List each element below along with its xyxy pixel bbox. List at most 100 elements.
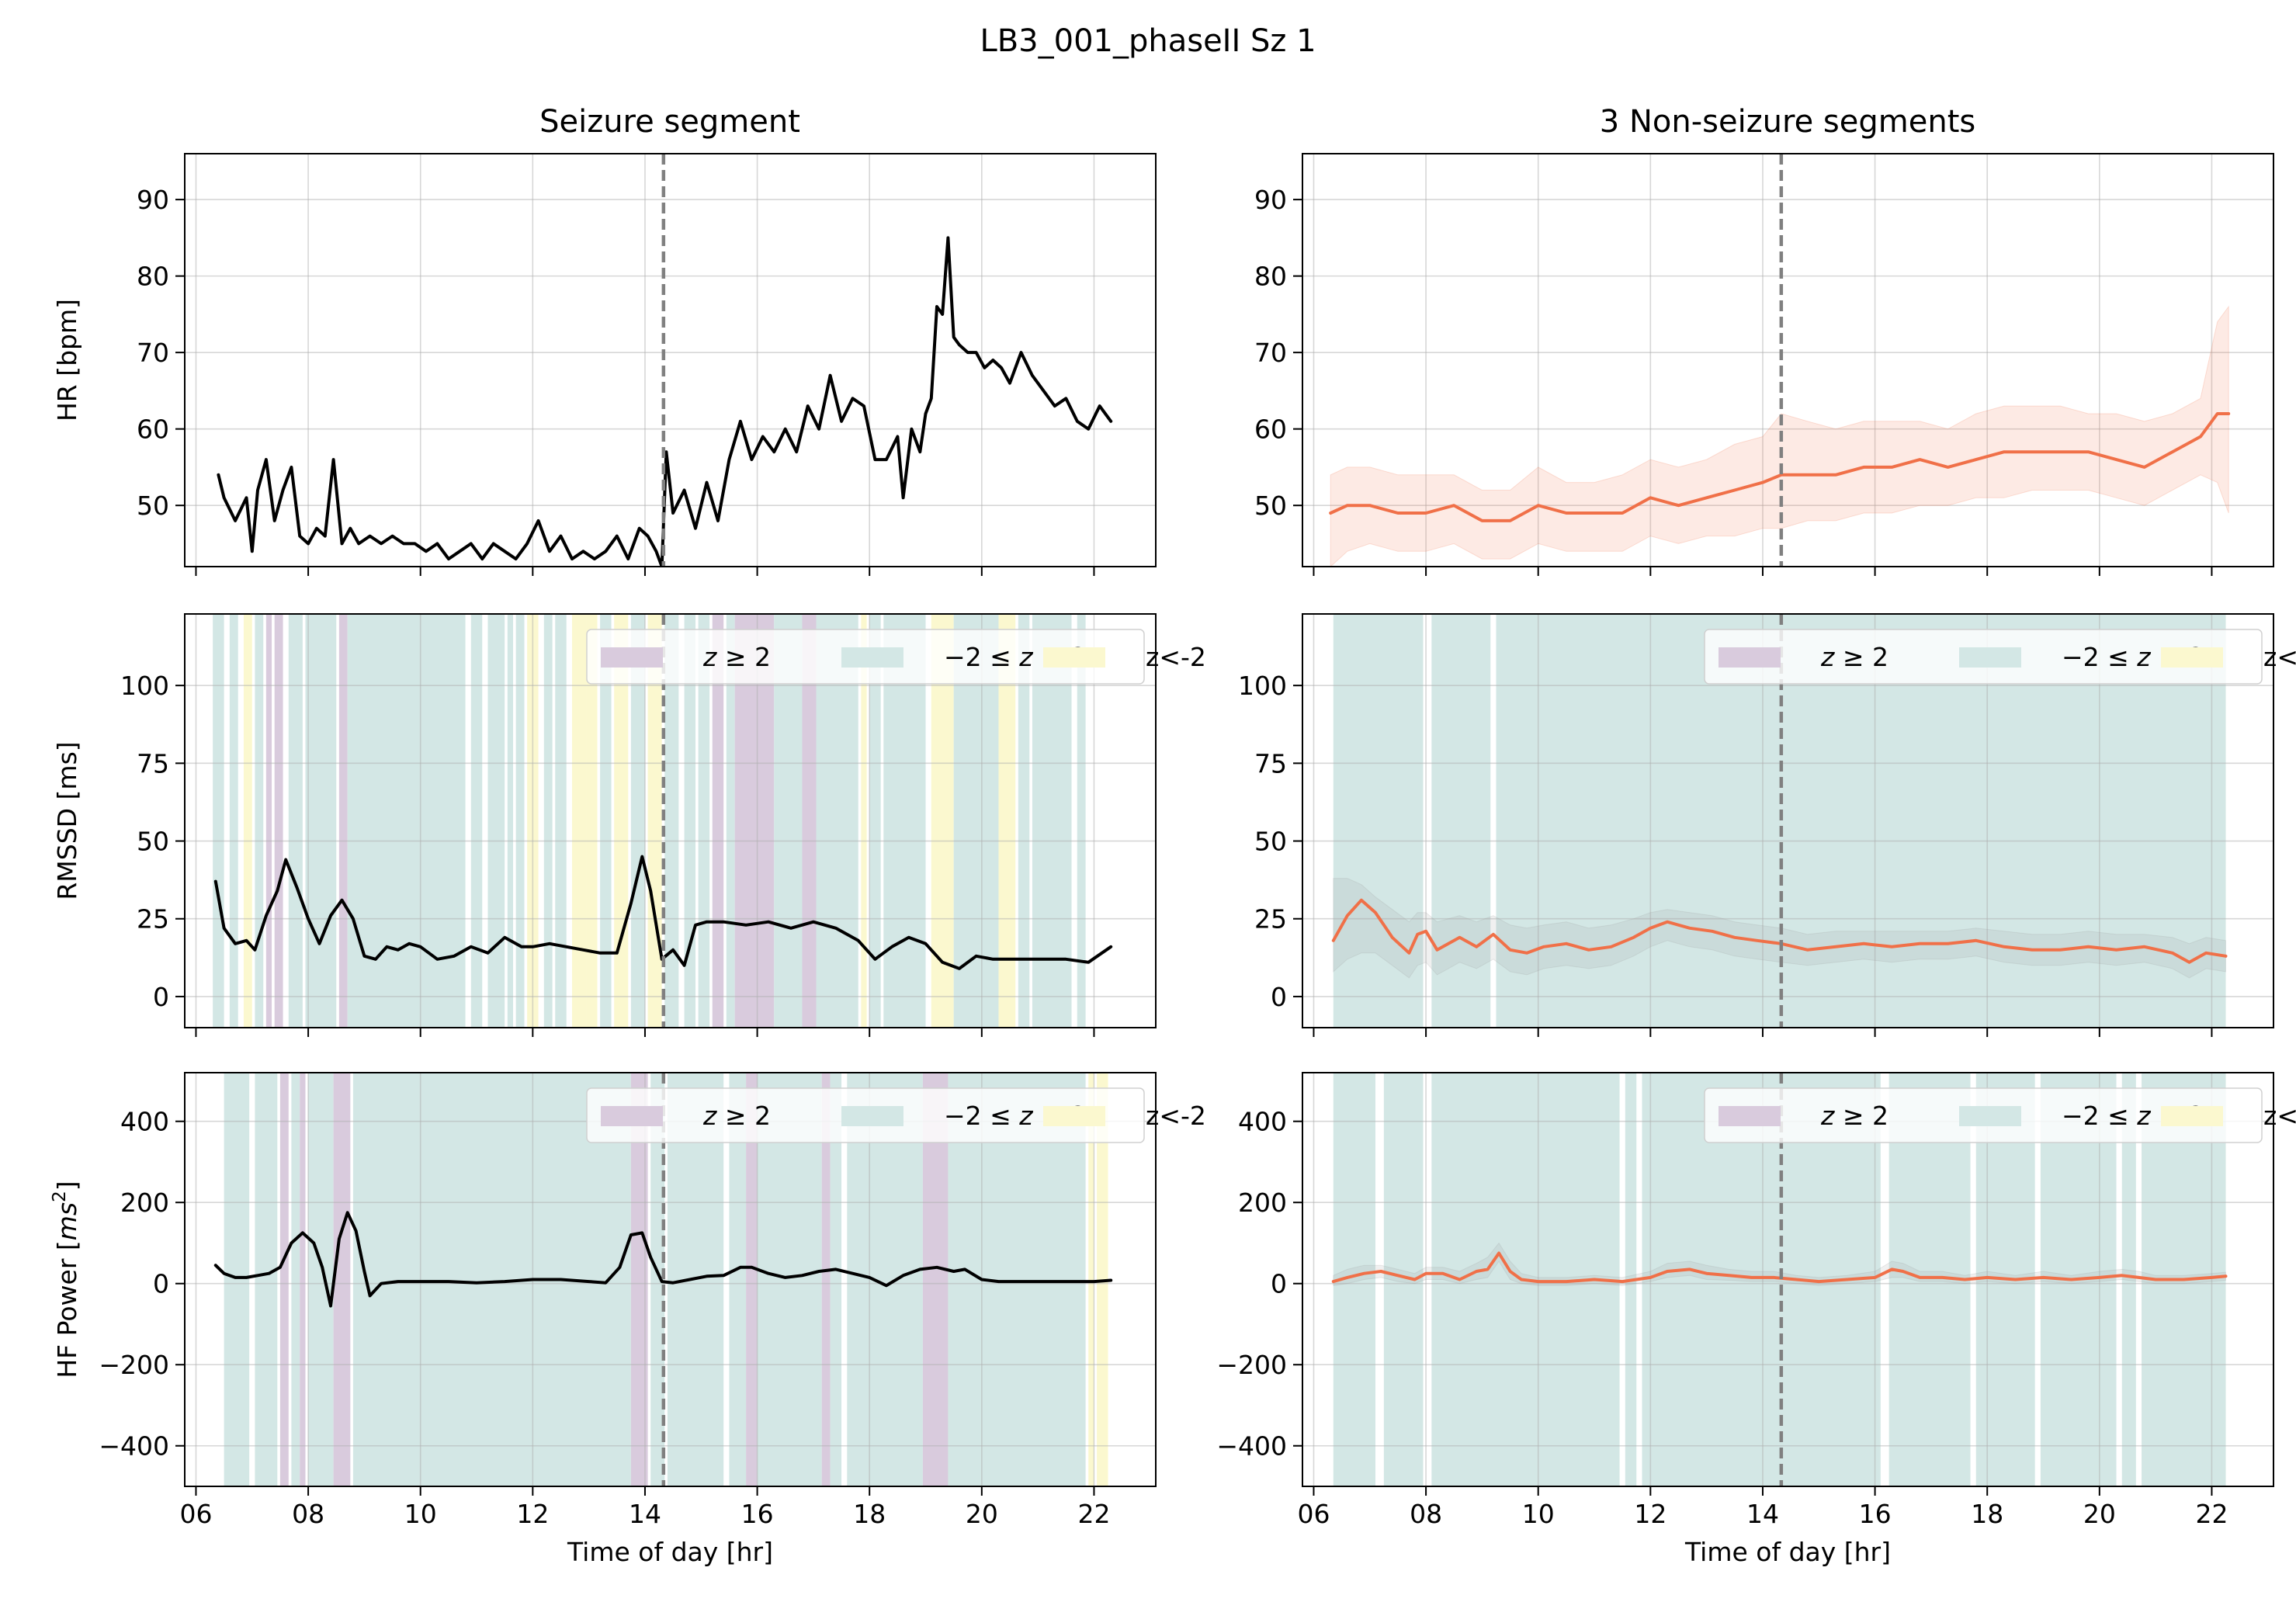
y-tick-label: 100 — [120, 671, 169, 701]
panel-hr_seizure: 50 60 70 80 90 HR [bpm] — [52, 153, 1157, 576]
zscore-span-mid — [515, 614, 525, 1028]
zscore-span-mid — [347, 614, 466, 1028]
x-tick-label: 10 — [1522, 1499, 1555, 1529]
y-axis-label-end: ] — [52, 1181, 82, 1191]
y-tick-label: 75 — [137, 748, 169, 778]
y-axis-label-text: RMSSD [ms] — [52, 741, 82, 900]
legend-entry-rel: ≥ 2 — [716, 642, 771, 672]
zscore-span-mid — [830, 1073, 842, 1486]
y-tick-label: 50 — [137, 827, 169, 857]
zscore-span-low — [998, 614, 1016, 1028]
x-tick-label: 10 — [404, 1499, 437, 1529]
legend-entry-var: z — [1820, 642, 1835, 672]
legend-entry: z<-2 — [2263, 1101, 2296, 1131]
legend-entry: z<-2 — [1146, 642, 1206, 672]
zscore-span-mid — [869, 614, 881, 1028]
x-tick-label: 16 — [741, 1499, 774, 1529]
y-tick-label: −400 — [1216, 1431, 1287, 1462]
legend-entry-pre: −2 ≤ — [944, 1101, 1019, 1131]
series-group — [213, 1211, 1113, 1308]
legend-entry: z ≥ 2 — [1820, 642, 1888, 672]
zscore-span-high — [300, 1073, 306, 1486]
x-tick-label: 14 — [629, 1499, 661, 1529]
series-line — [1331, 1251, 2228, 1284]
legend: z ≥ 2−2 ≤ z < 2z<-2 — [1704, 1087, 2296, 1143]
legend-entry-pre: −2 ≤ — [2062, 1101, 2137, 1131]
axes-frame — [184, 1072, 1157, 1487]
grid — [1302, 154, 2273, 567]
y-tick-label: −200 — [99, 1350, 169, 1380]
legend-swatch — [601, 647, 663, 668]
zscore-span-high — [274, 614, 283, 1028]
zscore-span-mid — [308, 1073, 334, 1486]
legend-swatch — [2161, 1106, 2223, 1126]
x-tick-label: 22 — [2195, 1499, 2228, 1529]
zscore-span-mid — [555, 614, 567, 1028]
y-tick-label: 50 — [1254, 827, 1287, 857]
legend-swatch — [841, 1106, 903, 1126]
x-tick-label: 20 — [2083, 1499, 2116, 1529]
y-axis-label: HF Power [ms2] — [50, 1181, 82, 1378]
zscore-span-high — [333, 1073, 351, 1486]
y-axis-label: HR [bpm] — [52, 299, 82, 421]
grid — [1302, 1073, 2273, 1486]
x-tick-label: 14 — [1746, 1499, 1779, 1529]
zscore-span-mid — [1077, 614, 1086, 1028]
legend-swatch — [2161, 647, 2223, 668]
legend-swatch — [1959, 1106, 2021, 1126]
zscore-span-mid — [1018, 614, 1030, 1028]
column-title-nonseizure: 3 Non-seizure segments — [1600, 104, 1975, 140]
x-tick-label: 06 — [1297, 1499, 1330, 1529]
y-tick-label: 60 — [1254, 414, 1287, 445]
zscore-span-mid — [684, 614, 696, 1028]
zscore-span-low — [1088, 1073, 1094, 1486]
y-tick-label: 400 — [1238, 1107, 1287, 1137]
zscore-span-low — [243, 614, 252, 1028]
zscore-span-high — [338, 614, 348, 1028]
legend-entry-pre: −2 ≤ — [2062, 642, 2137, 672]
panel-hr_nonseizure: 50 60 70 80 90 — [1254, 153, 2274, 576]
legend-entry: z<-2 — [1146, 1101, 1206, 1131]
x-tick-label: 18 — [853, 1499, 886, 1529]
zscore-span-mid — [507, 614, 514, 1028]
zscore-span-mid — [650, 1073, 665, 1486]
legend-swatch — [1043, 647, 1105, 668]
y-tick-label: 90 — [137, 185, 169, 215]
sd-band — [1333, 1242, 2226, 1286]
y-axis-label-text: HR [bpm] — [52, 299, 82, 421]
y-tick-label: 200 — [120, 1188, 169, 1218]
x-axis-label: Time of day [hr] — [1684, 1537, 1891, 1567]
legend-swatch — [1959, 647, 2021, 668]
legend-swatch — [1719, 647, 1781, 668]
zscore-span-low — [586, 614, 598, 1028]
x-tick-label: 08 — [292, 1499, 324, 1529]
y-tick-label: 0 — [153, 982, 169, 1012]
zscore-span-mid — [600, 614, 612, 1028]
legend-entry: −2 ≤ z < 2 — [944, 1101, 1087, 1131]
series-group — [1331, 1242, 2228, 1286]
legend: z ≥ 2−2 ≤ z < 2z<-2 — [586, 1087, 1206, 1143]
legend-entry-var: z — [702, 642, 717, 672]
y-tick-label: 25 — [137, 904, 169, 935]
panel-rmssd_nonseizure: 0 25 50 75 100 z ≥ 2 −2 ≤ z < 2 z<-2 — [1238, 613, 2296, 1037]
y-axis-label-text: HF Power [ — [52, 1240, 82, 1378]
panel-hf_seizure: 06 08 10 12 14 16 18 20 22 −400 −200 0 200 400 HF Powe… — [50, 1072, 1206, 1567]
y-tick-label: 80 — [137, 262, 169, 292]
column-title-seizure: Seizure segment — [539, 104, 800, 140]
legend-entry-pre: −2 ≤ — [944, 642, 1019, 672]
zscore-span-mid — [543, 614, 553, 1028]
legend-swatch — [601, 1106, 663, 1126]
x-tick-label: 12 — [516, 1499, 549, 1529]
zscore-span-low — [647, 614, 662, 1028]
legend-swatch — [1719, 1106, 1781, 1126]
legend-swatch — [841, 647, 903, 668]
zscore-span-high — [712, 614, 724, 1028]
zscore-span-mid — [1333, 614, 1424, 1028]
y-tick-label: 50 — [1254, 491, 1287, 521]
zscore-span-mid — [305, 614, 337, 1028]
x-tick-label: 18 — [1971, 1499, 2003, 1529]
legend-entry-var: z — [2136, 642, 2151, 672]
x-tick-label: 08 — [1410, 1499, 1442, 1529]
ticks: 50 60 70 80 90 — [1254, 185, 2213, 576]
